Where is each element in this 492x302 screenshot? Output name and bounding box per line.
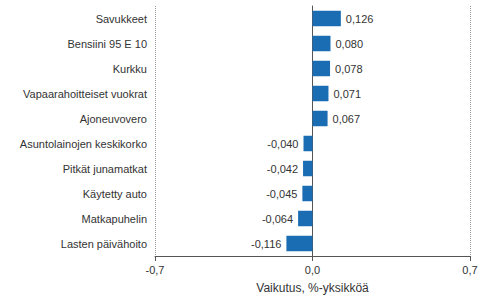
- svg-text:-0,045: -0,045: [266, 188, 297, 200]
- svg-text:0,7: 0,7: [462, 264, 477, 276]
- svg-text:Matkapuhelin: Matkapuhelin: [82, 213, 147, 225]
- svg-text:Lasten päivähoito: Lasten päivähoito: [61, 238, 147, 250]
- svg-text:0,067: 0,067: [333, 113, 361, 125]
- svg-text:Asuntolainojen keskikorko: Asuntolainojen keskikorko: [20, 138, 147, 150]
- svg-text:0,0: 0,0: [305, 264, 320, 276]
- svg-text:Pitkät junamatkat: Pitkät junamatkat: [63, 163, 147, 175]
- svg-text:-0,042: -0,042: [267, 163, 298, 175]
- svg-text:Bensiini 95 E 10: Bensiini 95 E 10: [68, 38, 148, 50]
- svg-text:Vaikutus, %-yksikköä: Vaikutus, %-yksikköä: [256, 281, 369, 295]
- svg-text:Käytetty auto: Käytetty auto: [83, 188, 147, 200]
- svg-text:Vapaarahoitteiset vuokrat: Vapaarahoitteiset vuokrat: [23, 88, 147, 100]
- svg-text:0,080: 0,080: [336, 38, 364, 50]
- svg-text:0,126: 0,126: [346, 13, 374, 25]
- svg-text:Kurkku: Kurkku: [113, 63, 147, 75]
- svg-text:-0,064: -0,064: [262, 213, 293, 225]
- svg-text:0,078: 0,078: [335, 63, 363, 75]
- svg-text:-0,7: -0,7: [146, 264, 165, 276]
- svg-text:Ajoneuvovero: Ajoneuvovero: [80, 113, 147, 125]
- svg-text:-0,116: -0,116: [251, 238, 281, 250]
- svg-text:0,071: 0,071: [333, 88, 361, 100]
- svg-text:-0,040: -0,040: [267, 138, 298, 150]
- svg-text:Savukkeet: Savukkeet: [96, 13, 147, 25]
